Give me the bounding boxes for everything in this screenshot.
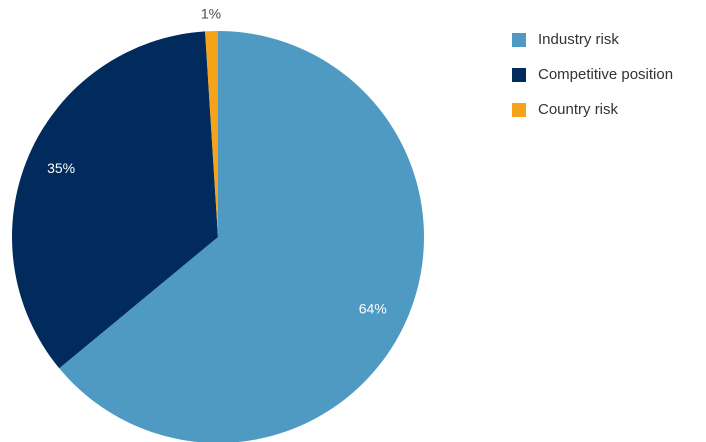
legend-label: Country risk	[538, 101, 619, 118]
slice-country-risk	[205, 31, 218, 237]
slice-competitive-position	[11, 31, 218, 369]
legend-label: Competitive position	[538, 66, 673, 83]
legend-label: Industry risk	[538, 31, 619, 48]
slice-industry-risk	[59, 31, 424, 442]
slice-label-industry-risk: 64%	[359, 301, 387, 317]
legend-item-industry-risk: Industry risk	[512, 31, 619, 48]
legend-swatch	[512, 68, 526, 82]
legend-item-competitive-position: Competitive position	[512, 66, 673, 83]
pie-labels: 64% 35% 1%	[47, 5, 387, 316]
legend: Industry risk Competitive position Country…	[512, 31, 673, 118]
pie-slices	[11, 31, 424, 442]
slice-label-competitive-position: 35%	[47, 160, 75, 176]
slice-label-country-risk: 1%	[201, 5, 221, 21]
legend-item-country-risk: Country risk	[512, 101, 619, 118]
legend-swatch	[512, 33, 526, 47]
legend-swatch	[512, 103, 526, 117]
